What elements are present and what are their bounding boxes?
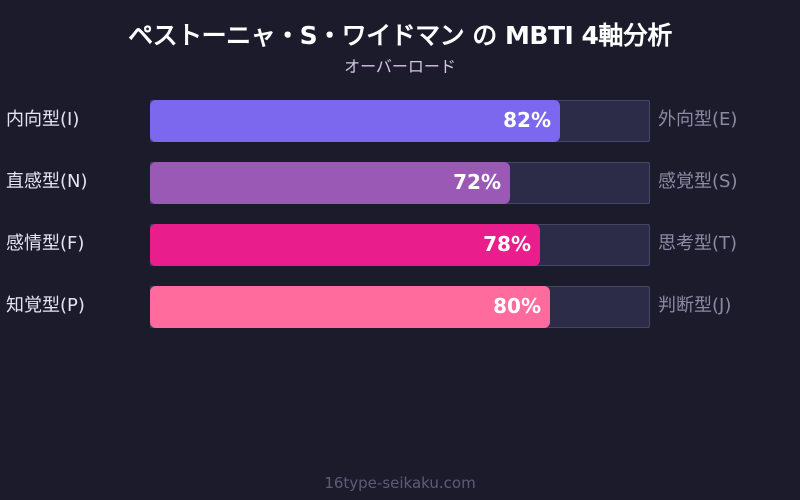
axis-row: 感情型(F) 78% 思考型(T) (0, 224, 800, 267)
left-trait-label: 感情型(F) (6, 233, 85, 254)
bar-fill: 72% (150, 162, 510, 204)
bar-fill: 82% (150, 100, 560, 142)
right-trait-label: 外向型(E) (658, 109, 738, 130)
axis-row: 直感型(N) 72% 感覚型(S) (0, 162, 800, 205)
chart-subtitle: オーバーロード (344, 57, 456, 76)
percent-label: 80% (493, 294, 541, 318)
left-trait-label: 知覚型(P) (6, 295, 85, 316)
bar-fill: 80% (150, 286, 550, 328)
percent-label: 82% (503, 108, 551, 132)
chart-title: ペストーニャ・S・ワイドマン の MBTI 4軸分析 (128, 21, 672, 50)
right-trait-label: 判断型(J) (658, 295, 732, 316)
right-trait-label: 思考型(T) (658, 233, 738, 254)
percent-label: 72% (453, 170, 501, 194)
axis-row: 知覚型(P) 80% 判断型(J) (0, 286, 800, 329)
axis-row: 内向型(I) 82% 外向型(E) (0, 100, 800, 143)
left-trait-label: 直感型(N) (6, 171, 88, 192)
left-trait-label: 内向型(I) (6, 109, 80, 130)
right-trait-label: 感覚型(S) (658, 171, 738, 192)
bar-fill: 78% (150, 224, 540, 266)
percent-label: 78% (483, 232, 531, 256)
source-footer: 16type-seikaku.com (324, 474, 476, 492)
